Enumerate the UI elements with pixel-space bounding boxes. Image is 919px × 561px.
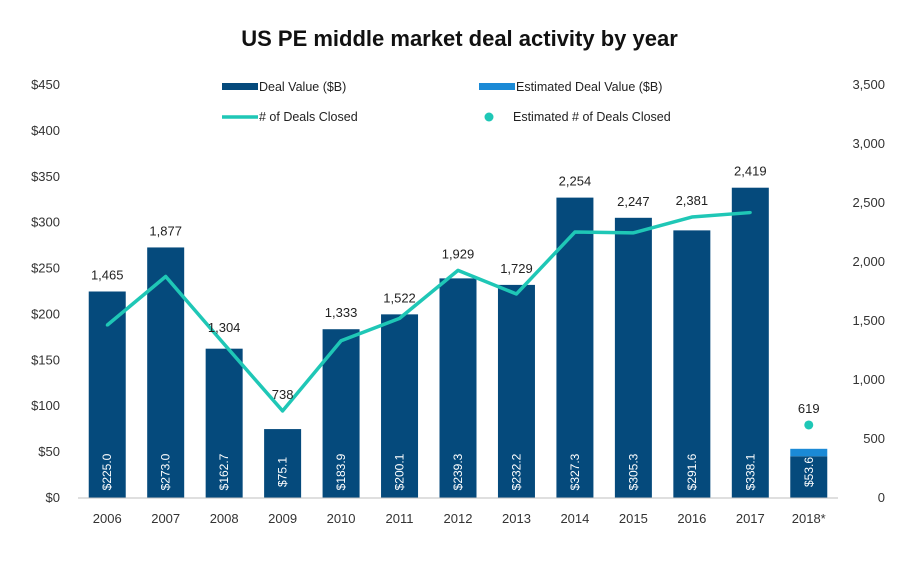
deal-count-label: 1,877	[149, 223, 182, 238]
deal-value-bar	[673, 230, 711, 498]
deal-value-label: $232.2	[509, 453, 523, 490]
x-axis-tick-label: 2010	[327, 511, 356, 526]
x-axis-tick-label: 2013	[502, 511, 531, 526]
right-axis-tick-label: 500	[863, 431, 885, 446]
chart-title: US PE middle market deal activity by yea…	[241, 26, 678, 51]
deals-closed-point	[748, 211, 752, 215]
deal-value-bar	[790, 456, 828, 498]
deals-closed-point	[514, 292, 518, 296]
deal-value-bar	[381, 314, 419, 498]
deal-value-label: $291.6	[685, 453, 699, 490]
deal-count-label: 1,929	[442, 246, 475, 261]
x-axis-tick-label: 2014	[560, 511, 589, 526]
deal-count-label: 2,381	[676, 193, 709, 208]
left-axis: $0 $50 $100 $150 $200 $250 $300 $350 $400 $450	[31, 77, 60, 505]
deal-value-bar	[439, 278, 477, 498]
deal-value-bar	[497, 284, 535, 498]
legend-bar-swatch	[479, 83, 515, 90]
left-axis-tick-label: $0	[46, 490, 60, 505]
x-axis-tick-label: 2015	[619, 511, 648, 526]
left-axis-tick-label: $100	[31, 398, 60, 413]
deals-closed-point	[164, 275, 168, 279]
deal-value-label: $273.0	[159, 453, 173, 490]
deals-closed-point	[398, 316, 402, 320]
deal-count-label: 738	[272, 387, 294, 402]
deals-closed-point	[339, 339, 343, 343]
deal-count-label: 1,522	[383, 290, 416, 305]
right-axis-tick-label: 1,500	[852, 313, 885, 328]
deal-value-bar	[556, 197, 594, 498]
deals-closed-point	[222, 342, 226, 346]
deal-value-label: $200.1	[393, 453, 407, 490]
right-axis-tick-label: 1,000	[852, 372, 885, 387]
estimated-deals-closed-point	[804, 420, 814, 430]
legend-dot-swatch	[484, 112, 494, 122]
deal-value-bar	[264, 429, 302, 498]
legend: Deal Value ($B) Estimated Deal Value ($B)…	[222, 80, 671, 124]
left-axis-tick-label: $300	[31, 215, 60, 230]
x-axis-tick-label: 2008	[210, 511, 239, 526]
right-axis: 0 500 1,000 1,500 2,000 2,500 3,000 3,500	[852, 77, 885, 505]
deal-count-label: 2,247	[617, 194, 650, 209]
legend-label: Deal Value ($B)	[259, 80, 346, 94]
legend-bar-swatch	[222, 83, 258, 90]
line-layer	[105, 210, 814, 430]
left-axis-tick-label: $400	[31, 123, 60, 138]
deal-value-label: $53.6	[802, 457, 816, 487]
x-axis-tick-label: 2017	[736, 511, 765, 526]
deal-count-label: 2,419	[734, 164, 767, 179]
left-axis-tick-label: $150	[31, 352, 60, 367]
legend-label: # of Deals Closed	[259, 110, 358, 124]
deals-closed-point	[456, 268, 460, 272]
right-axis-tick-label: 3,500	[852, 77, 885, 92]
legend-label: Estimated # of Deals Closed	[513, 110, 671, 124]
deal-value-bar	[205, 348, 243, 498]
right-axis-tick-label: 3,000	[852, 136, 885, 151]
legend-label: Estimated Deal Value ($B)	[516, 80, 662, 94]
deal-value-label: $327.3	[568, 453, 582, 490]
deals-closed-point	[281, 409, 285, 413]
deal-value-bar	[731, 187, 769, 498]
deal-count-label: 2,254	[559, 174, 592, 189]
right-axis-tick-label: 2,500	[852, 195, 885, 210]
deal-count-label: 619	[798, 401, 820, 416]
left-axis-tick-label: $200	[31, 306, 60, 321]
deals-closed-point	[631, 231, 635, 235]
left-axis-tick-label: $50	[38, 444, 60, 459]
x-axis: 2006 2007 2008 2009 2010 2011 2012 2013 2014 2015…	[93, 511, 826, 526]
estimated-deal-value-bar	[790, 448, 828, 457]
right-axis-tick-label: 2,000	[852, 254, 885, 269]
left-axis-tick-label: $450	[31, 77, 60, 92]
deal-count-label: 1,465	[91, 268, 124, 283]
bars	[78, 187, 838, 499]
deals-closed-line	[106, 210, 751, 413]
x-axis-tick-label: 2009	[268, 511, 297, 526]
deal-count-label: 1,304	[208, 320, 241, 335]
left-axis-tick-label: $350	[31, 169, 60, 184]
deal-value-label: $239.3	[451, 453, 465, 490]
deal-value-label: $225.0	[100, 453, 114, 490]
deal-value-bar	[614, 217, 652, 499]
x-axis-tick-label: 2012	[444, 511, 473, 526]
x-axis-tick-label: 2007	[151, 511, 180, 526]
deal-value-label: $338.1	[743, 453, 757, 490]
deals-closed-point	[573, 230, 577, 234]
deals-closed-point	[105, 323, 109, 327]
deal-value-label: $162.7	[217, 453, 231, 490]
x-axis-tick-label: 2016	[677, 511, 706, 526]
x-axis-tick-label: 2018*	[792, 511, 826, 526]
labels: 1,465 1,877 1,304 738 1,333 1,522 1,929 1,729 2,…	[91, 164, 820, 491]
deal-value-label: $305.3	[626, 453, 640, 490]
deals-closed-point	[690, 215, 694, 219]
deal-value-label: $75.1	[276, 457, 290, 487]
deal-count-label: 1,333	[325, 305, 358, 320]
right-axis-tick-label: 0	[878, 490, 885, 505]
left-axis-tick-label: $250	[31, 261, 60, 276]
x-axis-tick-label: 2006	[93, 511, 122, 526]
deal-value-label: $183.9	[334, 453, 348, 490]
x-axis-tick-label: 2011	[386, 511, 414, 526]
deal-count-label: 1,729	[500, 261, 533, 276]
